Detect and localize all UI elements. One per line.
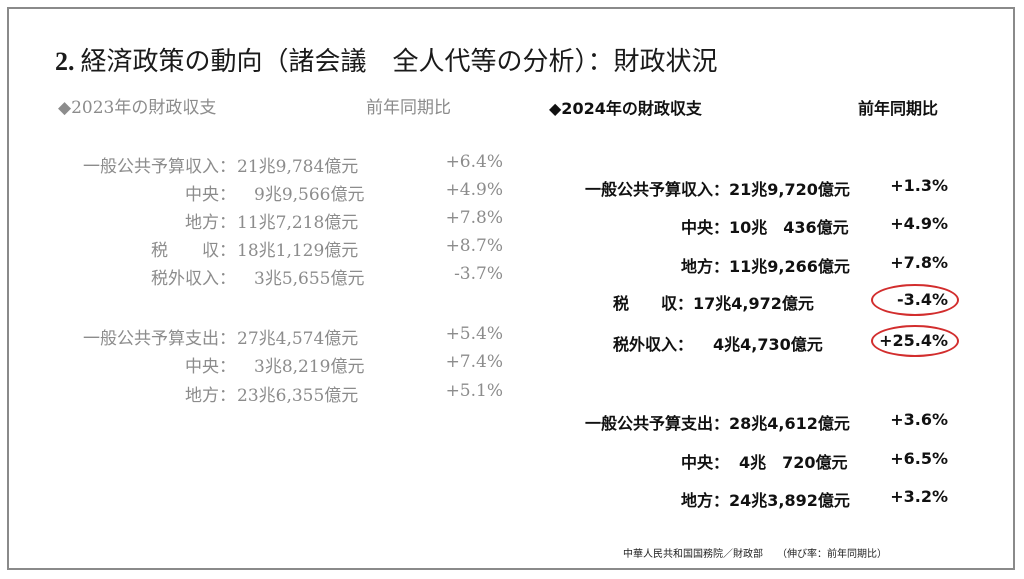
row-label: 税 収： xyxy=(612,294,693,313)
row-label: 中央： xyxy=(680,453,729,472)
row-amount: 21兆9,720億元 xyxy=(729,180,850,199)
row-ratio: +1.3% xyxy=(890,176,948,195)
row-ratio: +3.6% xyxy=(890,410,948,429)
row-ratio: +3.2% xyxy=(890,487,948,506)
row-label: 一般公共予算支出： xyxy=(83,329,236,349)
title-text: 経済政策の動向（諸会議 全人代等の分析）：財政状況 xyxy=(80,47,718,77)
slide-title: 2. 経済政策の動向（諸会議 全人代等の分析）：財政状況 xyxy=(55,41,718,78)
row-amount: 4兆4,730億元 xyxy=(713,335,823,354)
row-label: 一般公共予算収入： xyxy=(83,157,236,177)
row-ratio: +5.1% xyxy=(445,381,503,401)
fiscal-2024-ratio-heading: 前年同期比 xyxy=(858,99,939,118)
row-label: 一般公共予算収入： xyxy=(584,180,729,199)
footnote-text: （伸び率：前年同期比） xyxy=(777,549,887,560)
row-label: 地方： xyxy=(185,213,236,233)
row-ratio: +8.7% xyxy=(445,236,503,256)
row-ratio: +6.5% xyxy=(890,449,948,468)
row-label: 地方： xyxy=(680,491,729,510)
row-amount: 10兆 436億元 xyxy=(729,218,849,237)
row-amount: 17兆4,972億元 xyxy=(693,294,814,313)
row-ratio: +7.4% xyxy=(445,352,503,372)
row-amount: 3兆5,655億元 xyxy=(254,269,365,289)
row-amount: 11兆9,266億元 xyxy=(729,257,850,276)
row-amount: 11兆7,218億元 xyxy=(237,213,359,233)
source-text: 中華人民共和国国務院／財政部 xyxy=(623,549,763,560)
row-ratio: +4.9% xyxy=(445,180,503,200)
fiscal-2023-ratio-heading: 前年同期比 xyxy=(366,98,451,118)
row-label: 中央： xyxy=(185,185,236,205)
row-amount: 18兆1,129億元 xyxy=(237,241,359,261)
row-ratio: +4.9% xyxy=(890,214,948,233)
source-footer: 中華人民共和国国務院／財政部 （伸び率：前年同期比） xyxy=(623,545,887,560)
row-ratio: +5.4% xyxy=(445,324,503,344)
row-ratio: +7.8% xyxy=(445,208,503,228)
row-ratio: -3.7% xyxy=(454,264,503,284)
row-label: 中央： xyxy=(185,357,236,377)
row-amount: 28兆4,612億元 xyxy=(729,414,850,433)
row-ratio: +7.8% xyxy=(890,253,948,272)
row-amount: 3兆8,219億元 xyxy=(254,357,365,377)
row-label: 中央： xyxy=(680,218,729,237)
row-amount: 27兆4,574億元 xyxy=(237,329,359,349)
row-amount: 9兆9,566億元 xyxy=(254,185,365,205)
fiscal-2024-heading: ◆2024年の財政収支 xyxy=(549,99,702,118)
row-label: 税外収入： xyxy=(151,269,236,289)
row-label: 税 収： xyxy=(151,241,236,261)
row-label: 地方： xyxy=(185,386,236,406)
highlight-circle-tax-revenue xyxy=(871,284,959,316)
row-amount: 23兆6,355億元 xyxy=(237,386,359,406)
fiscal-2023-heading: ◆2023年の財政収支 xyxy=(58,98,217,118)
row-label: 税外収入： xyxy=(612,335,693,354)
slide-frame xyxy=(7,7,1015,570)
row-ratio: +6.4% xyxy=(445,152,503,172)
row-amount: 24兆3,892億元 xyxy=(729,491,850,510)
row-label: 一般公共予算支出： xyxy=(584,414,729,433)
title-number: 2. xyxy=(55,47,75,76)
row-amount: 21兆9,784億元 xyxy=(237,157,359,177)
highlight-circle-nontax-revenue xyxy=(871,325,959,357)
row-amount: 4兆 720億元 xyxy=(739,453,848,472)
row-label: 地方： xyxy=(680,257,729,276)
